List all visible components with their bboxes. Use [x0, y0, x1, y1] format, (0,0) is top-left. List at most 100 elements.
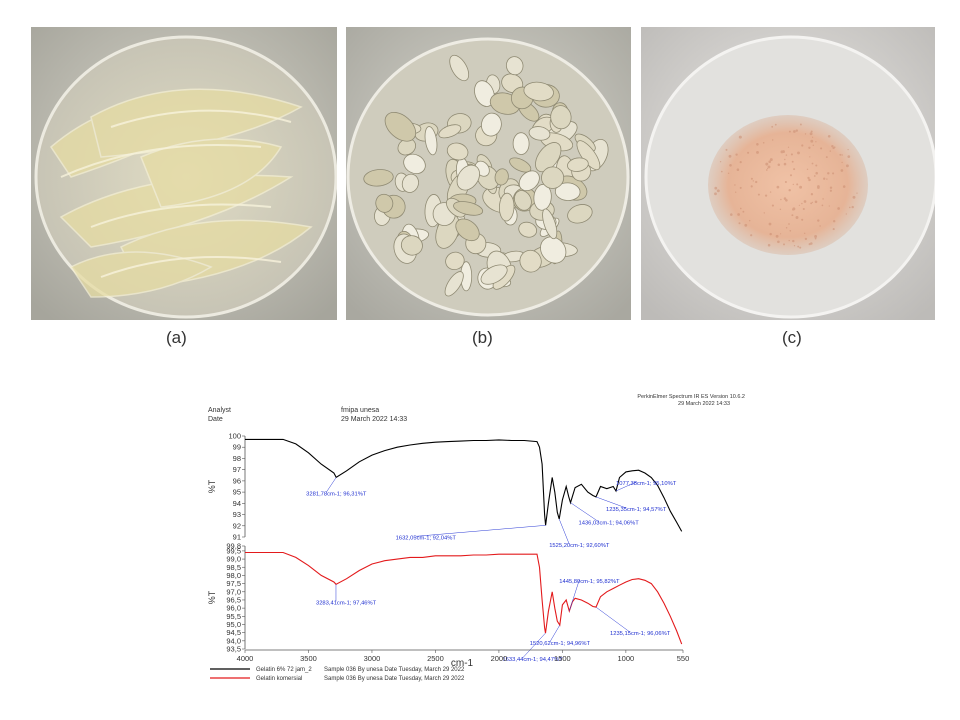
- flake: [523, 81, 554, 102]
- powder-grain: [795, 216, 799, 219]
- powder-grain: [792, 208, 795, 211]
- powder-grain: [812, 136, 814, 138]
- x-tick-label: 2000: [491, 654, 508, 663]
- powder-grain: [756, 143, 759, 146]
- powder-grain: [801, 144, 804, 147]
- powder-grain: [848, 206, 851, 209]
- powder-grain: [811, 201, 814, 204]
- powder-grain: [789, 174, 793, 177]
- powder-grain: [784, 180, 787, 184]
- date-label: Date: [208, 416, 223, 423]
- x-tick-label: 3500: [300, 654, 317, 663]
- powder-grain: [767, 243, 771, 247]
- flake: [481, 112, 502, 137]
- flake: [550, 105, 572, 130]
- powder-grain: [832, 146, 835, 150]
- powder-grain: [787, 146, 790, 148]
- x-tick-label: 550: [677, 654, 690, 663]
- powder-grain: [769, 232, 772, 236]
- date-value: 29 March 2022 14:33: [341, 416, 407, 423]
- powder-grain: [827, 134, 831, 138]
- powder-grain: [809, 132, 813, 136]
- powder-grain: [814, 237, 817, 240]
- powder-grain: [739, 161, 742, 164]
- powder-grain: [744, 223, 748, 227]
- annotation-label: 1436,03cm-1; 94,06%T: [579, 521, 640, 527]
- powder-grain: [779, 208, 782, 211]
- flake: [518, 221, 538, 238]
- legend-name-1: Gelatin komersial: [256, 676, 302, 682]
- powder-grain: [803, 200, 807, 203]
- annotation-leader: [522, 632, 546, 659]
- powder-grain: [719, 161, 722, 163]
- caption-c: (c): [782, 328, 802, 347]
- flake: [401, 173, 419, 193]
- powder-grain: [799, 123, 802, 126]
- x-tick-label: 3000: [364, 654, 381, 663]
- powder-grain: [772, 139, 774, 141]
- flake: [424, 126, 438, 156]
- flake: [514, 190, 532, 211]
- y-tick-label: 98: [233, 454, 241, 463]
- powder-grain: [769, 158, 773, 162]
- flake: [480, 264, 508, 285]
- annotation-leader: [569, 579, 580, 612]
- flake: [403, 153, 426, 175]
- powder-grain: [780, 198, 782, 201]
- flake: [456, 164, 480, 191]
- powder-grain: [742, 210, 745, 213]
- powder-grain: [728, 154, 732, 158]
- powder-grain: [842, 185, 846, 188]
- flake: [449, 54, 470, 82]
- powder-grain: [735, 153, 738, 156]
- powder-grain: [769, 191, 772, 193]
- powder-grain: [771, 125, 774, 128]
- flake: [567, 157, 589, 172]
- powder-grain: [727, 172, 730, 174]
- x-tick-label: 1000: [618, 654, 635, 663]
- powder-grain: [797, 151, 800, 155]
- powder-grain: [797, 245, 800, 248]
- powder-grain: [822, 198, 824, 200]
- powder-grain: [845, 213, 847, 215]
- flake: [542, 208, 558, 240]
- flake: [541, 166, 565, 189]
- flake: [528, 126, 551, 141]
- powder-grain: [738, 222, 741, 225]
- flake: [375, 193, 394, 213]
- powder-grain: [827, 172, 830, 175]
- powder-grain: [755, 180, 758, 184]
- powder-grain: [810, 139, 814, 143]
- powder-grain: [793, 130, 796, 133]
- powder-grain: [777, 240, 780, 244]
- powder-grain: [845, 164, 849, 168]
- software-date: 29 March 2022 14:33: [678, 401, 730, 407]
- powder-grain: [823, 177, 826, 180]
- powder-grain: [820, 147, 823, 150]
- annotation-label: 3283,41cm-1; 97,46%T: [316, 600, 377, 606]
- series-line-0: [245, 438, 683, 532]
- flake: [505, 56, 524, 76]
- powder-grain: [765, 169, 768, 171]
- powder-grain: [792, 239, 795, 243]
- powder-grain: [791, 214, 794, 217]
- flake: [535, 142, 562, 173]
- y-tick-label: 93,5: [226, 645, 241, 654]
- powder-grain: [790, 153, 793, 156]
- powder-grain: [856, 192, 858, 194]
- annotation-label: 1077,38cm-1; 95,10%T: [616, 481, 677, 487]
- flake: [494, 168, 509, 186]
- powder-grain: [821, 204, 824, 207]
- powder-grain: [739, 207, 742, 210]
- y-tick-label: 99,0: [226, 555, 241, 564]
- y-tick-label: 92: [233, 521, 241, 530]
- powder-grain: [756, 150, 759, 154]
- powder-grain: [774, 123, 777, 126]
- powder-grain: [813, 175, 816, 177]
- powder-grain: [752, 180, 754, 182]
- powder-grain: [808, 178, 811, 182]
- powder-grain: [747, 151, 750, 154]
- powder-grain: [815, 171, 818, 175]
- flake: [474, 80, 495, 107]
- powder-grain: [847, 155, 851, 158]
